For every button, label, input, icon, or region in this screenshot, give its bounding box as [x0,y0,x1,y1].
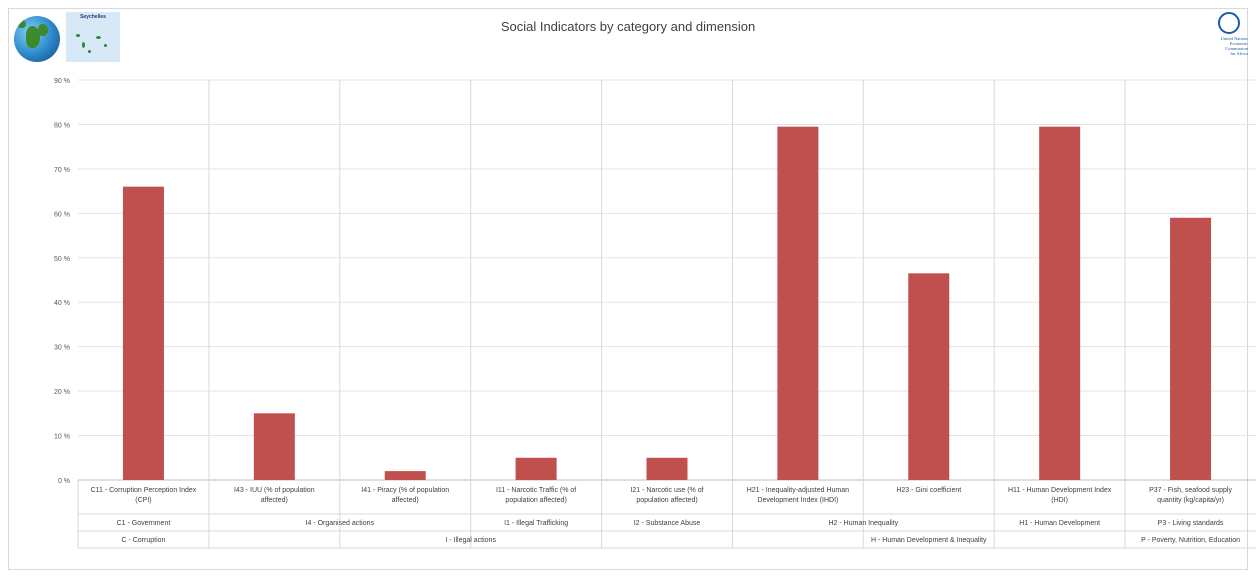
bar [384,471,426,480]
un-logo-line: United Nations [1220,36,1248,41]
y-tick-label: 50 % [54,256,70,263]
category-label: H21 - Inequality-adjusted Human [747,487,849,494]
y-tick-label: 20 % [54,389,70,396]
bar [646,457,688,480]
group-label: I2 - Substance Abuse [634,520,701,527]
group-label: H2 - Human Inequality [829,520,899,527]
globe-icon [14,16,60,62]
group-label: I4 - Organised actions [306,520,375,527]
y-tick-label: 80 % [54,122,70,129]
bar [122,186,164,480]
un-logo-line: Economic Commission [1225,41,1248,51]
category-label: I43 - IUU (% of population [234,487,315,494]
un-logo-line: for Africa [1230,51,1248,56]
group-label: P3 - Living standards [1158,520,1224,527]
category-label: H11 - Human Development Index [1008,487,1112,494]
country-map-label: Seychelles [80,14,106,20]
bar [908,273,950,480]
un-logo-text: United Nations Economic Commission for A… [1208,36,1248,56]
chart-title: Social Indicators by category and dimens… [500,19,756,34]
category-label: (CPI) [135,497,151,504]
category-label: I11 - Narcotic Traffic (% of [496,487,576,494]
category-label: population affected) [505,497,566,504]
category-label: P37 - Fish, seafood supply [1149,487,1232,494]
y-tick-label: 70 % [54,167,70,174]
category-label: (HDI) [1051,497,1068,504]
y-tick-label: 40 % [54,300,70,307]
category-label: population affected) [636,497,697,504]
y-tick-label: 60 % [54,211,70,218]
category-label: affected) [261,497,288,504]
category-label: quantity (kg/capita/yr) [1157,497,1224,504]
bar [515,457,557,480]
group-label: H1 - Human Development [1019,520,1100,527]
group-label: C - Corruption [121,537,165,544]
group-label: C1 - Government [117,520,171,527]
y-tick-label: 30 % [54,345,70,352]
category-label: I21 - Narcotic use (% of [630,487,703,494]
bar [253,413,295,480]
un-logo: United Nations Economic Commission for A… [1208,12,1248,62]
group-label: I - Illegal actions [445,537,496,544]
y-tick-label: 10 % [54,434,70,441]
bar [777,126,819,481]
y-tick-label: 0 % [58,478,70,485]
un-emblem-icon [1218,12,1240,34]
category-label: affected) [392,497,419,504]
country-map: Seychelles [66,12,120,62]
group-label: P - Poverty, Nutrition, Education [1141,537,1240,544]
y-tick-label: 90 % [54,78,70,85]
bar [1039,126,1081,481]
bar [1170,217,1212,480]
category-label: Development Index (IHDI) [757,497,838,504]
category-label: C11 - Corruption Perception Index [91,487,197,494]
category-label: H23 - Gini coefficient [896,487,961,494]
group-label: I1 - Illegal Trafficking [504,520,568,527]
group-label: H - Human Development & Inequality [871,537,987,544]
category-label: I41 - Piracy (% of population [361,487,449,494]
